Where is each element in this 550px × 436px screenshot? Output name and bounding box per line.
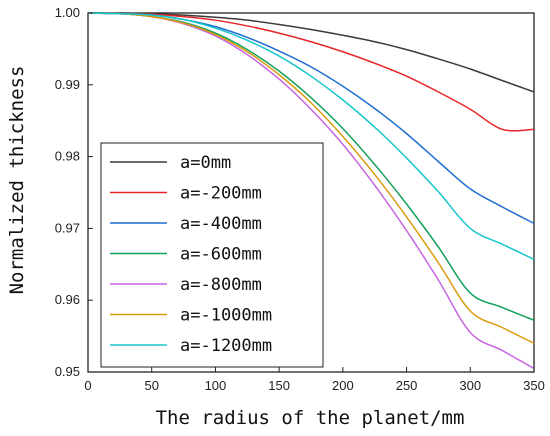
x-tick-label: 150 bbox=[268, 378, 290, 393]
y-tick-label: 0.98 bbox=[55, 149, 80, 164]
series-line-a=-200mm bbox=[87, 12, 535, 132]
legend-label: a=-200mm bbox=[180, 184, 262, 204]
x-tick-label: 200 bbox=[332, 378, 354, 393]
series-layer bbox=[87, 12, 535, 370]
x-tick-label: 0 bbox=[84, 378, 91, 393]
x-tick-label: 250 bbox=[396, 378, 418, 393]
x-tick-label: 50 bbox=[144, 378, 158, 393]
legend-label: a=-1200mm bbox=[180, 336, 272, 356]
y-tick-label: 0.97 bbox=[55, 220, 80, 235]
x-axis-title: The radius of the planet/mm bbox=[156, 407, 465, 429]
series-line-a=0mm bbox=[87, 12, 535, 93]
plot-frame bbox=[87, 12, 535, 373]
legend-label: a=-400mm bbox=[180, 214, 262, 234]
y-tick-label: 0.96 bbox=[55, 292, 80, 307]
y-axis-title: Normalized thickness bbox=[6, 66, 28, 295]
y-tick-label: 0.99 bbox=[55, 77, 80, 92]
legend-label: a=-1000mm bbox=[180, 306, 272, 326]
x-axis: 0 50 100 150 200 250 300 350 bbox=[84, 367, 545, 393]
legend-box bbox=[100, 142, 324, 368]
y-axis: 0.95 0.96 0.97 0.98 0.99 1.00 bbox=[55, 5, 93, 379]
x-tick-label: 100 bbox=[205, 378, 227, 393]
legend-label: a=-800mm bbox=[180, 275, 262, 295]
legend-label: a=-600mm bbox=[180, 245, 262, 265]
plot-border bbox=[87, 12, 535, 373]
series-line-a=-1200mm bbox=[87, 12, 535, 260]
y-tick-label: 0.95 bbox=[55, 364, 80, 379]
legend-label: a=0mm bbox=[180, 153, 231, 173]
x-tick-label: 350 bbox=[523, 378, 545, 393]
legend: a=0mm a=-200mm a=-400mm a=-600mm a=-800mm a=-… bbox=[100, 142, 324, 368]
y-tick-label: 1.00 bbox=[55, 5, 80, 20]
x-tick-label: 300 bbox=[459, 378, 481, 393]
series-line-a=-1000mm bbox=[87, 12, 535, 344]
